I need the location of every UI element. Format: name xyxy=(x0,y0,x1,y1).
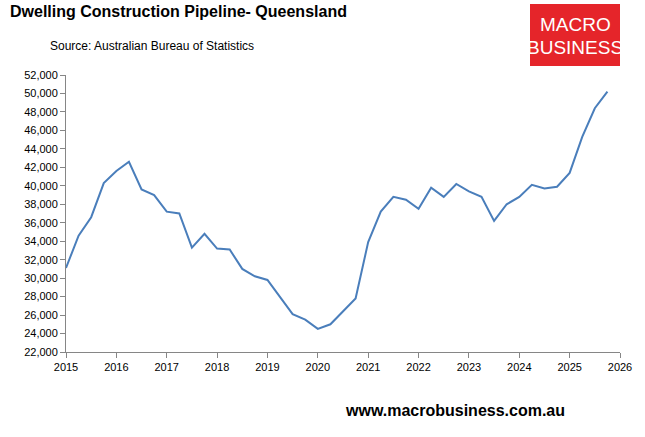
svg-text:32,000: 32,000 xyxy=(24,254,58,266)
svg-text:22,000: 22,000 xyxy=(24,346,58,358)
svg-text:Dwelling Construction Pipeline: Dwelling Construction Pipeline- Queensla… xyxy=(10,3,347,20)
svg-text:44,000: 44,000 xyxy=(24,143,58,155)
svg-text:2016: 2016 xyxy=(104,361,128,373)
svg-text:2017: 2017 xyxy=(154,361,178,373)
svg-text:36,000: 36,000 xyxy=(24,217,58,229)
svg-text:30,000: 30,000 xyxy=(24,272,58,284)
svg-text:42,000: 42,000 xyxy=(24,161,58,173)
svg-text:40,000: 40,000 xyxy=(24,180,58,192)
svg-text:34,000: 34,000 xyxy=(24,235,58,247)
svg-text:2025: 2025 xyxy=(557,361,581,373)
svg-text:2020: 2020 xyxy=(306,361,330,373)
svg-text:BUSINESS: BUSINESS xyxy=(527,37,623,58)
svg-text:38,000: 38,000 xyxy=(24,198,58,210)
svg-text:2023: 2023 xyxy=(457,361,481,373)
svg-text:28,000: 28,000 xyxy=(24,290,58,302)
svg-text:52,000: 52,000 xyxy=(24,69,58,81)
svg-text:Source: Australian Bureau of S: Source: Australian Bureau of Statistics xyxy=(50,39,254,53)
svg-text:46,000: 46,000 xyxy=(24,124,58,136)
svg-text:24,000: 24,000 xyxy=(24,327,58,339)
svg-text:2024: 2024 xyxy=(507,361,531,373)
svg-text:2022: 2022 xyxy=(406,361,430,373)
svg-text:2018: 2018 xyxy=(205,361,229,373)
svg-text:2015: 2015 xyxy=(54,361,78,373)
svg-text:2021: 2021 xyxy=(356,361,380,373)
svg-text:48,000: 48,000 xyxy=(24,106,58,118)
svg-text:26,000: 26,000 xyxy=(24,309,58,321)
svg-text:MACRO: MACRO xyxy=(540,14,611,35)
svg-text:www.macrobusiness.com.au: www.macrobusiness.com.au xyxy=(345,402,565,419)
svg-text:2019: 2019 xyxy=(255,361,279,373)
svg-text:2026: 2026 xyxy=(608,361,632,373)
svg-text:50,000: 50,000 xyxy=(24,87,58,99)
